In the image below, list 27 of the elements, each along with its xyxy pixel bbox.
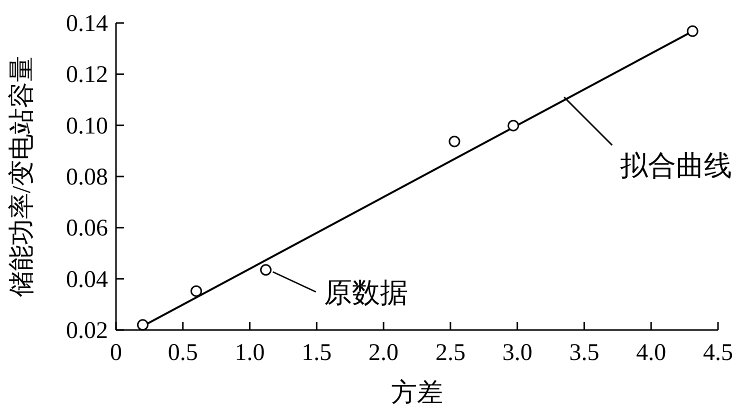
x-tick-label: 2.0 — [368, 340, 399, 366]
y-tick-label: 0.10 — [66, 113, 108, 140]
y-tick-label: 0.04 — [66, 266, 108, 293]
x-tick-label: 3.5 — [569, 340, 600, 366]
x-tick-label: 4.0 — [636, 340, 666, 366]
x-tick-label: 0.5 — [168, 340, 198, 366]
y-axis-title: 储能功率/变电站容量 — [7, 56, 36, 298]
x-tick-label: 4.5 — [703, 340, 733, 366]
x-tick-label: 3.0 — [502, 340, 532, 366]
point — [190, 285, 202, 297]
point — [686, 25, 698, 37]
x-tick-label: 1.5 — [302, 340, 332, 366]
x-axis-title: 方差 — [391, 378, 443, 407]
point — [260, 264, 272, 276]
y-tick-label: 0.14 — [66, 11, 108, 37]
annotation: 拟合曲线 — [620, 151, 732, 182]
point — [448, 136, 460, 148]
y-tick-label: 0.02 — [66, 318, 108, 344]
y-tick-label: 0.12 — [66, 62, 108, 88]
point — [508, 120, 520, 132]
x-tick-label: 2.5 — [435, 340, 466, 366]
y-tick-label: 0.06 — [66, 216, 108, 242]
x-tick-label: 1.0 — [234, 340, 265, 366]
annotation: 原数据 — [324, 278, 408, 309]
y-tick-label: 0.08 — [66, 164, 108, 190]
x-tick-label: 0 — [110, 340, 122, 366]
point — [137, 319, 149, 331]
